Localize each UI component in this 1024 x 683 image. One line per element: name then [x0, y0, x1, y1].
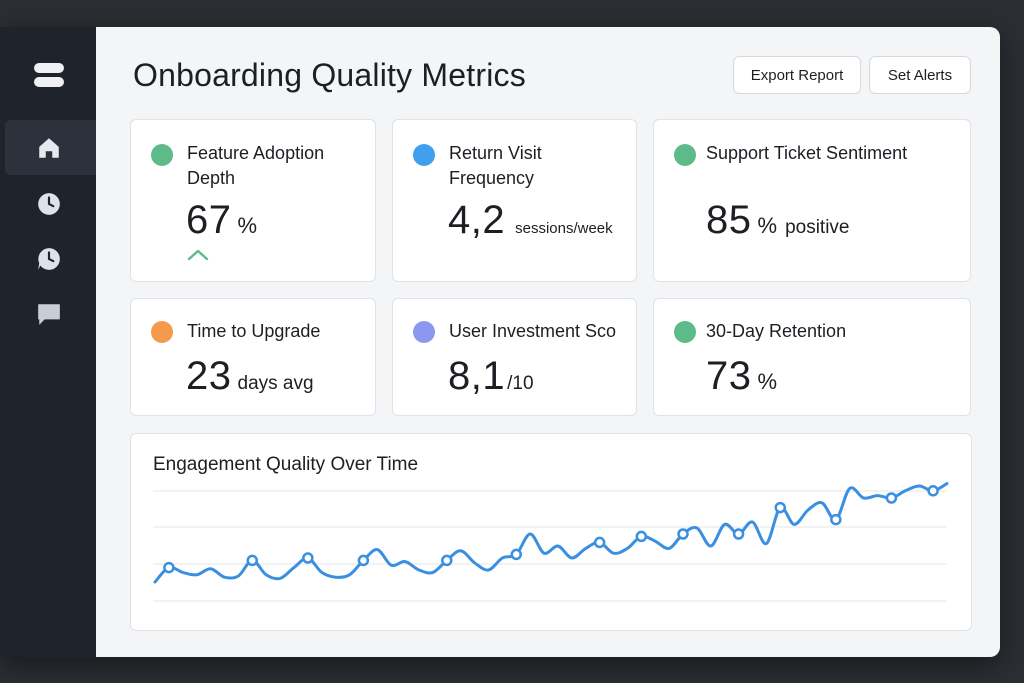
chart-data-point[interactable]: [357, 554, 370, 567]
chart-data-point[interactable]: [927, 485, 939, 497]
metric-unit: sessions/week: [515, 220, 613, 237]
metric-value-row: 73 %: [706, 354, 777, 399]
chart-data-point[interactable]: [302, 552, 314, 564]
chart-title: Engagement Quality Over Time: [153, 454, 419, 475]
trend-up-icon: [187, 249, 209, 261]
metric-value: 23: [186, 354, 232, 398]
metric-label: Support Ticket Sentiment: [706, 143, 908, 163]
status-dot: [151, 144, 173, 166]
app-logo-icon: [34, 63, 64, 87]
metric-unit: %: [237, 213, 258, 238]
sidebar-item-history[interactable]: [5, 231, 96, 286]
metric-label: Feature Adoption Depth: [187, 143, 325, 188]
set-alerts-button[interactable]: Set Alerts: [869, 56, 971, 94]
chart-data-point[interactable]: [732, 528, 745, 540]
main-content: Onboarding Quality Metrics Export Report…: [96, 27, 1000, 657]
metric-value-row: 67 %: [186, 198, 257, 243]
chart-data-point[interactable]: [593, 536, 606, 549]
metric-unit-suffix: positive: [785, 217, 850, 238]
chat-icon: [38, 303, 60, 325]
status-dot: [674, 144, 696, 166]
metric-card-user-investment[interactable]: User Investment Sco 8,1 /10: [392, 298, 637, 416]
app-window: Onboarding Quality Metrics Export Report…: [0, 27, 1000, 657]
metric-value-row: 23 days avg: [186, 354, 314, 399]
status-dot: [674, 321, 696, 343]
metric-unit: %: [757, 369, 778, 394]
metric-unit: days avg: [237, 373, 314, 394]
export-report-button[interactable]: Export Report: [733, 56, 861, 94]
status-dot: [413, 144, 435, 166]
chart-data-point[interactable]: [510, 548, 523, 561]
home-icon: [39, 137, 59, 158]
metric-value-row: 4,2 sessions/week: [448, 198, 613, 243]
metric-value: 4,2: [448, 198, 506, 242]
status-dot: [151, 321, 173, 343]
chart-data-point[interactable]: [677, 528, 689, 540]
sidebar-item-clock[interactable]: [5, 176, 96, 231]
chart-data-point[interactable]: [885, 492, 898, 504]
sidebar-item-chat[interactable]: [5, 286, 96, 341]
chart-data-point[interactable]: [163, 561, 175, 574]
metric-value: 85: [706, 198, 752, 242]
metric-unit: %: [757, 213, 778, 238]
metric-value: 73: [706, 354, 752, 398]
metric-card-support-sentiment[interactable]: Support Ticket Sentiment 85 % positive: [653, 119, 971, 282]
clock-icon: [38, 192, 60, 215]
engagement-line-chart: [153, 482, 949, 602]
metric-label: User Investment Sco: [449, 321, 617, 341]
metric-value: 67: [186, 198, 232, 242]
metric-card-return-visit[interactable]: Return Visit Frequency 4,2 sessions/week: [392, 119, 637, 282]
chart-data-point[interactable]: [830, 513, 842, 526]
sidebar: [0, 27, 96, 657]
metric-label: Return Visit Frequency: [449, 143, 542, 188]
engagement-chart-card: Engagement Quality Over Time: [130, 433, 972, 631]
metric-card-time-to-upgrade[interactable]: Time to Upgrade 23 days avg: [130, 298, 376, 416]
chart-data-point[interactable]: [246, 554, 259, 567]
metric-card-retention[interactable]: 30-Day Retention 73 %: [653, 298, 971, 416]
chart-data-point[interactable]: [774, 501, 787, 514]
history-icon: [38, 247, 60, 270]
metric-value: 8,1: [448, 354, 506, 398]
chart-data-point[interactable]: [635, 530, 648, 543]
status-dot: [413, 321, 435, 343]
sidebar-item-home[interactable]: [5, 120, 96, 175]
page-title: Onboarding Quality Metrics: [133, 57, 526, 93]
metric-card-feature-adoption[interactable]: Feature Adoption Depth 67 %: [130, 119, 376, 282]
metric-value-row: 85 % positive: [706, 198, 849, 243]
chart-series-line: [153, 482, 949, 584]
metric-unit: /10: [507, 373, 534, 394]
metric-label: 30-Day Retention: [706, 321, 847, 341]
metric-label: Time to Upgrade: [187, 321, 321, 341]
chart-data-point[interactable]: [441, 554, 453, 567]
metric-value-row: 8,1 /10: [448, 354, 534, 399]
